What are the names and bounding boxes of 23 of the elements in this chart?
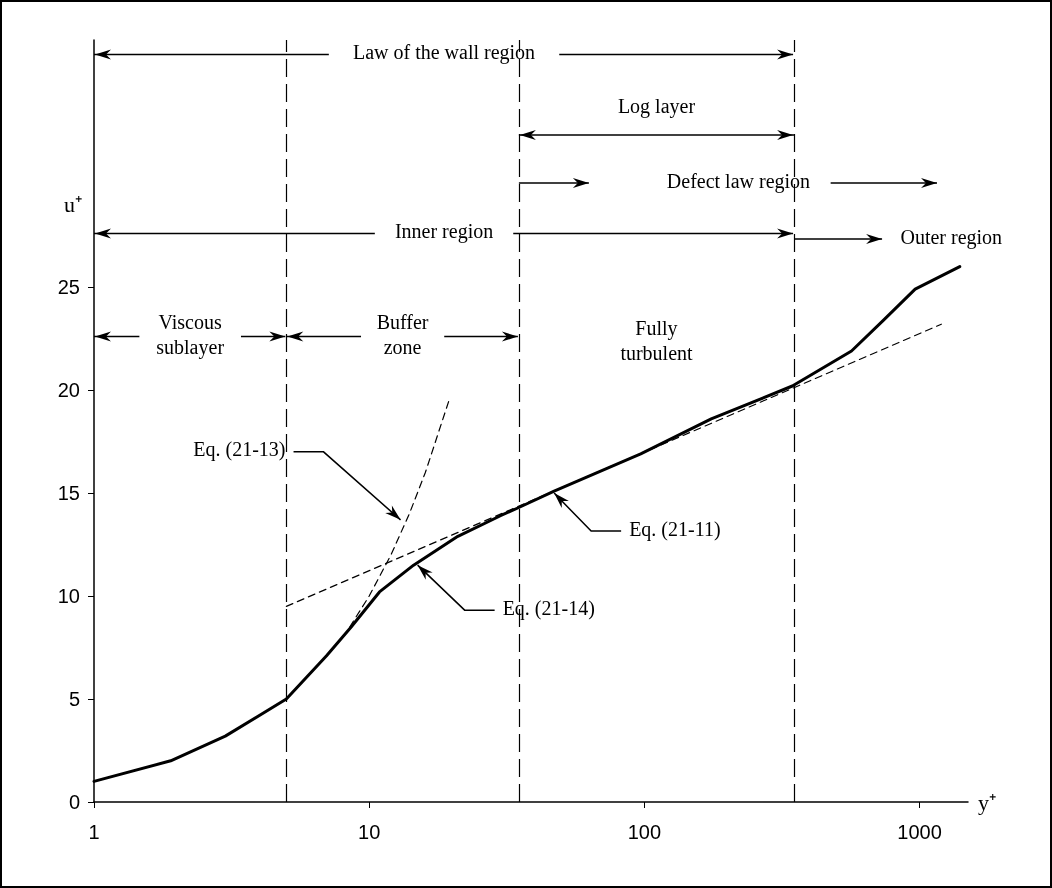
- annotation: Fully turbulent: [620, 316, 694, 364]
- x-tick-label: 100: [627, 821, 662, 843]
- annotation: Inner region: [394, 220, 494, 244]
- x-tick-label: 1: [88, 821, 100, 843]
- x-tick-label: 10: [358, 821, 381, 843]
- x-axis-title: y⁺: [978, 789, 996, 815]
- annotation: Defect law region: [666, 169, 811, 193]
- annotation: Eq. (21-11): [629, 517, 721, 541]
- y-tick-label: 5: [68, 688, 80, 711]
- y-tick-label: 20: [57, 379, 80, 402]
- annotation: Log layer: [617, 94, 696, 118]
- annotation: Outer region: [900, 225, 1003, 249]
- y-tick-label: 0: [68, 791, 80, 813]
- annotation: Law of the wall region: [352, 41, 536, 65]
- y-tick-label: 15: [57, 482, 80, 505]
- x-tick-label: 1000: [897, 821, 942, 843]
- annotation: Eq. (21-13): [193, 438, 286, 462]
- annotation: Eq. (21-14): [502, 596, 595, 620]
- y-tick-label: 10: [57, 585, 80, 608]
- y-tick-label: 25: [57, 276, 80, 299]
- y-axis-title: u⁺: [64, 192, 82, 218]
- annotation: Viscous sublayer: [156, 311, 225, 360]
- annotation: Buffer zone: [376, 311, 429, 359]
